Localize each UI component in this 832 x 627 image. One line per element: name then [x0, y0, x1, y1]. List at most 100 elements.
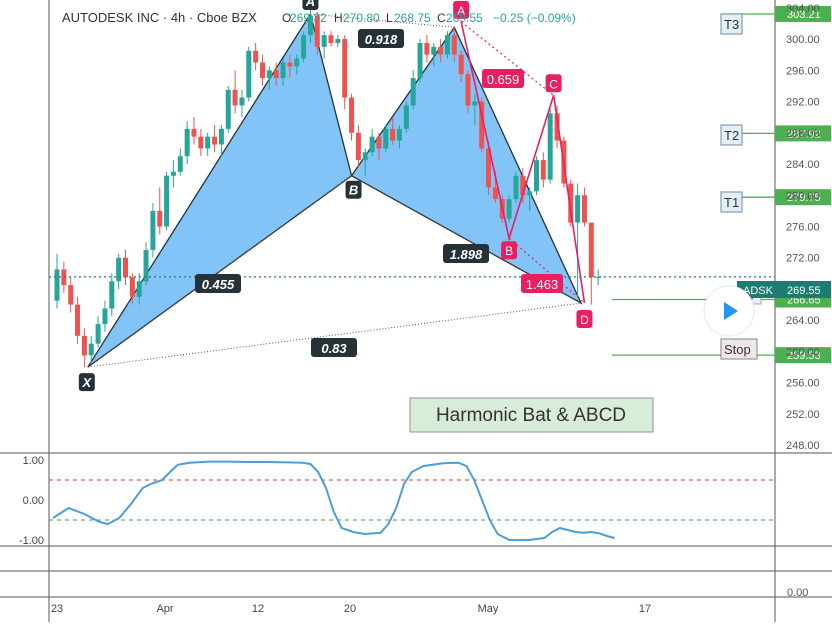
- ratio-line-ac: [310, 13, 455, 28]
- candle-body: [102, 308, 108, 325]
- candle-body: [116, 257, 122, 282]
- abcd-ratio-label-cd-bg: [521, 274, 563, 293]
- candle-body: [431, 46, 437, 55]
- target-price-value: 303.21: [787, 9, 821, 21]
- ratio-label-xad-bg: [311, 338, 357, 357]
- candle-body: [54, 269, 60, 301]
- play-button[interactable]: [703, 285, 755, 337]
- time-tick-label: May: [478, 603, 499, 615]
- candle-body: [301, 35, 307, 59]
- candle-body: [164, 175, 170, 227]
- time-axis: 23 Apr 12 20 May 17: [51, 603, 651, 615]
- abcd-pattern: [460, 21, 586, 304]
- abcd-point-c: C: [549, 77, 558, 91]
- pattern-caption-text: Harmonic Bat & ABCD: [436, 405, 626, 426]
- pattern-point-a-bg: [302, 0, 319, 10]
- candle-body: [280, 62, 286, 79]
- target-label: Stop: [724, 342, 751, 357]
- target-price-tag: [775, 125, 831, 142]
- play-icon[interactable]: [724, 302, 738, 320]
- candle-body: [465, 74, 471, 106]
- candle-body: [527, 191, 533, 196]
- abcd-point-d-bg: [576, 310, 593, 329]
- candle-body: [554, 113, 560, 141]
- price-tick-label: 248.00: [786, 440, 820, 452]
- price-tick-label: 260.00: [786, 346, 820, 358]
- candle-body: [547, 113, 553, 180]
- candle-body: [355, 132, 361, 161]
- candle-body: [595, 276, 601, 278]
- candle-body: [362, 152, 368, 161]
- candle-body: [177, 156, 183, 172]
- candle-body: [246, 50, 252, 98]
- ohlc-open-value: 269.32: [290, 11, 327, 25]
- ratio-line-xb: [87, 175, 352, 368]
- candle-body: [232, 89, 238, 106]
- candle-body: [61, 269, 67, 286]
- time-tick-label: 20: [344, 603, 356, 615]
- candle-body: [75, 304, 81, 336]
- price-tick-label: 280.00: [786, 190, 820, 202]
- candle-body: [369, 136, 375, 153]
- ohlc-close-value: 269.55: [446, 11, 483, 25]
- target-price-value: 287.92: [787, 128, 821, 140]
- pattern-point-a: A: [305, 0, 315, 9]
- candle-body: [143, 249, 149, 282]
- last-price-tag: ADSK 269.55: [737, 281, 831, 298]
- abcd-point-a-bg: [453, 0, 470, 19]
- candle-body: [349, 97, 355, 133]
- candle-body: [273, 70, 279, 79]
- candle-body: [307, 15, 313, 36]
- ratio-label-xab-bg: [195, 274, 241, 293]
- target-label: T3: [724, 17, 739, 32]
- chart-header: AUTODESK INC · 4h · Cboe BZX O 269.32 H …: [62, 10, 576, 25]
- candle-body: [287, 62, 293, 67]
- price-tick-label: 272.00: [786, 253, 820, 265]
- candle-body: [328, 35, 334, 43]
- price-tick-label: 252.00: [786, 409, 820, 421]
- candle-body: [397, 128, 402, 141]
- ratio-label-abc: 0.918: [365, 32, 398, 47]
- price-tick-label: 284.00: [786, 159, 820, 171]
- candle-body: [568, 183, 574, 223]
- candle-body: [410, 78, 416, 106]
- time-tick-label: Apr: [156, 603, 173, 615]
- abcd-point-b: B: [505, 244, 513, 258]
- target-price-tag: [775, 347, 831, 364]
- candle-body: [123, 257, 128, 278]
- price-tick-label: 276.00: [786, 222, 820, 234]
- price-tick-label: 300.00: [786, 34, 820, 46]
- pattern-triangle-bcd: [350, 26, 583, 305]
- candle-body: [129, 277, 135, 297]
- pattern-caption-box: [409, 397, 654, 433]
- price-axis: 248.00252.00256.00260.00264.00268.00272.…: [786, 3, 820, 452]
- candle-body: [520, 175, 526, 196]
- candle-body: [205, 136, 211, 149]
- target-price-tag: [775, 5, 831, 22]
- candle-body: [109, 281, 115, 309]
- candle-body: [492, 187, 498, 200]
- ohlc-high-label: H: [334, 11, 343, 25]
- candle-body: [95, 324, 101, 344]
- target-price-value: 259.53: [787, 350, 821, 362]
- ohlc-low-label: L: [386, 11, 393, 25]
- candle-body: [184, 128, 190, 157]
- candle-body: [314, 15, 320, 47]
- candle-body: [451, 35, 457, 55]
- candle-body: [225, 89, 231, 129]
- candle-body: [486, 148, 492, 188]
- time-tick-label: 17: [639, 603, 651, 615]
- time-tick-label: 23: [51, 603, 63, 615]
- extra-pane-tick-label: 0.00: [787, 587, 808, 599]
- abcd-point-a: A: [457, 4, 465, 18]
- candle-body: [68, 285, 74, 305]
- ratio-label-bcd: 1.898: [450, 247, 483, 262]
- candle-body: [198, 136, 204, 149]
- target-label-box: [720, 13, 743, 35]
- candle-body: [458, 54, 464, 75]
- oscillator-tick-label: -1.00: [19, 535, 44, 547]
- candle-body: [588, 222, 594, 278]
- price-tick-label: 296.00: [786, 65, 820, 77]
